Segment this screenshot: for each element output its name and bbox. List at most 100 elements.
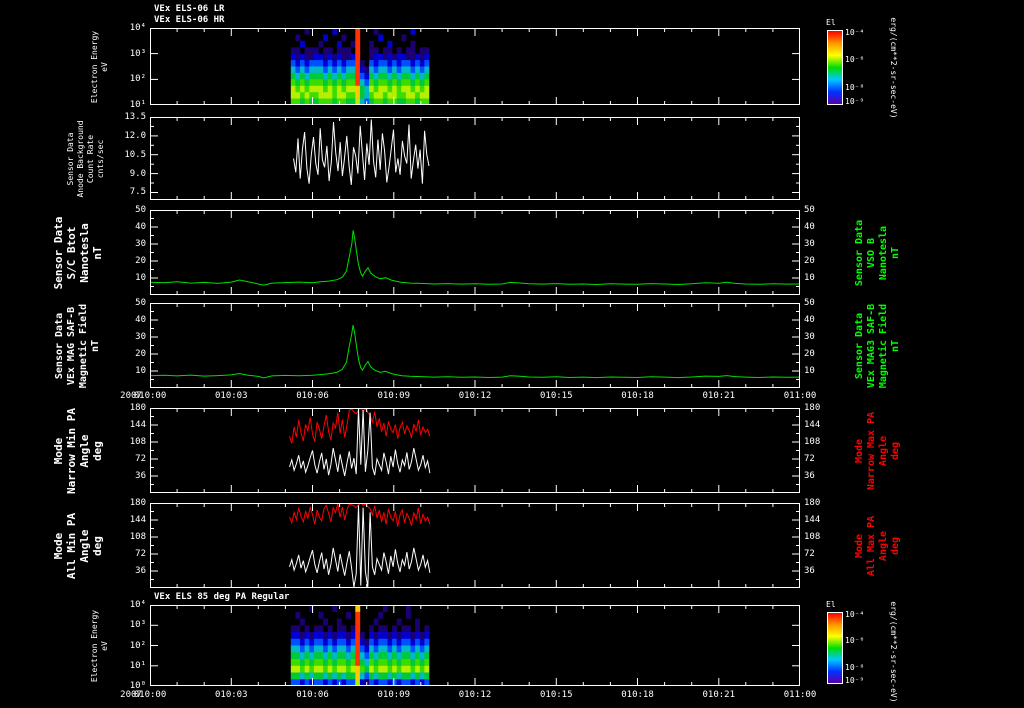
- y-tick-label: 36: [135, 566, 146, 576]
- series-all-min-pa: [289, 505, 431, 588]
- y-tick-label-right: 108: [804, 532, 821, 542]
- els-lr-spectrogram-plot: [150, 28, 800, 105]
- vex-mag-left-axis-label: Sensor Data VEx MAG SAF-B Magnetic Field nT: [54, 303, 101, 388]
- y-tick-label-right: 36: [804, 471, 815, 481]
- y-tick-label-right: 50: [804, 298, 815, 308]
- panel-frame: [150, 303, 800, 388]
- colorbar-unit-label: erg/(cm**2-sr-sec-eV): [889, 17, 898, 119]
- time-tick-label: 010:18: [621, 690, 654, 700]
- time-tick-label: 010:00: [133, 391, 167, 401]
- y-tick-label: 10⁴: [129, 600, 146, 610]
- y-tick-label: 10²: [129, 74, 146, 85]
- axis-ticks: [150, 605, 800, 686]
- y-tick-label: 72: [135, 454, 146, 464]
- pa-narrow-left-axis-label: Mode Narrow Min PA Angle deg: [52, 407, 104, 494]
- axis-ticks: [150, 408, 800, 493]
- y-tick-label: 36: [135, 471, 146, 481]
- panel-pa-all: [150, 503, 800, 588]
- colorbar-tick-label: 10⁻⁸: [845, 662, 865, 672]
- time-tick-label: 010:12: [458, 391, 492, 401]
- sc-btot-right-axis-label: Sensor Data VSO B Nanotesla nT: [854, 219, 901, 286]
- y-tick-label: 30: [135, 332, 146, 342]
- anode-count-rate-left-axis-label: Sensor Data Anode Background Count Rate cnt…: [66, 119, 105, 198]
- y-tick-label: 108: [129, 532, 146, 542]
- panel-frame: [150, 503, 800, 588]
- y-tick-label: 10⁰: [129, 681, 146, 691]
- colorbar-title: El: [826, 18, 836, 27]
- y-tick-label-right: 30: [804, 332, 815, 342]
- panel-frame: [150, 28, 800, 105]
- panel-els-lr-spectrogram: [150, 28, 800, 105]
- year-label: 2007: [120, 690, 142, 700]
- panel-frame: [150, 408, 800, 493]
- time-tick-label: 010:15: [539, 391, 573, 401]
- colorbar-tick-label: 10⁻⁹: [845, 675, 865, 685]
- y-tick-label: 40: [135, 222, 146, 232]
- pa-all-left-axis-label: Mode All Min PA Angle deg: [52, 512, 104, 579]
- time-tick-label: 010:06: [296, 690, 329, 700]
- panel-sc-btot: [150, 210, 800, 295]
- y-tick-label: 10¹: [129, 660, 146, 671]
- year-label: 2007: [120, 391, 142, 401]
- panel7-title: VEx ELS 85 deg PA Regular: [154, 592, 290, 602]
- y-tick-label: 13.5: [124, 112, 146, 122]
- series-narrow-min-pa: [289, 408, 431, 477]
- y-tick-label-right: 20: [804, 349, 815, 359]
- panel-anode-count-rate: [150, 117, 800, 200]
- plot-title-line2: VEx ELS-06 HR: [154, 15, 225, 25]
- time-tick-label: 010:03: [214, 690, 248, 700]
- panel-els-85deg-spectrogram: [150, 605, 800, 686]
- panel-frame: [150, 210, 800, 295]
- y-tick-label: 144: [129, 420, 146, 430]
- panel-vex-mag: [150, 303, 800, 388]
- colorbar-tick-label: 10⁻⁹: [845, 96, 865, 106]
- y-tick-label: 9.0: [129, 168, 146, 179]
- axis-ticks: [150, 210, 800, 295]
- y-tick-label: 180: [129, 498, 146, 508]
- axis-ticks: [150, 28, 800, 105]
- time-tick-label: 011:00: [783, 690, 817, 700]
- y-tick-label: 50: [135, 298, 146, 308]
- y-tick-label: 12.0: [124, 130, 146, 141]
- y-tick-label-right: 144: [804, 515, 821, 525]
- y-tick-label: 10²: [129, 640, 146, 651]
- colorbar-unit-label: erg/(cm**2-sr-sec-eV): [889, 601, 898, 703]
- panel-frame: [150, 605, 800, 686]
- axis-ticks: [150, 503, 800, 588]
- y-tick-label: 20: [135, 349, 146, 359]
- pa-all-right-axis-label: Mode All Max PA Angle deg: [854, 515, 901, 576]
- time-tick-label: 010:06: [296, 391, 329, 401]
- y-tick-label: 40: [135, 315, 146, 325]
- y-tick-label-right: 40: [804, 222, 815, 232]
- y-tick-label: 144: [129, 515, 146, 525]
- panel-frame: [150, 117, 800, 200]
- y-tick-label: 108: [129, 437, 146, 447]
- y-tick-label: 30: [135, 239, 146, 249]
- sc-btot-plot: [150, 210, 800, 295]
- spectrogram-heatmap: [290, 605, 430, 686]
- colorbar-title: El: [826, 600, 836, 609]
- y-tick-label: 10: [135, 366, 146, 376]
- y-tick-label-right: 180: [804, 403, 821, 413]
- y-tick-label-right: 10: [804, 273, 815, 283]
- y-tick-label: 10.5: [124, 149, 146, 160]
- series-btot: [150, 230, 800, 286]
- y-tick-label: 180: [129, 403, 146, 413]
- axis-ticks: [150, 117, 800, 200]
- vex-mag-right-axis-label: Sensor Data VEx MAG3 SAF-B Magnetic Field n…: [854, 303, 901, 388]
- els-85deg-spectrogram-left-axis-label: Electron Energy eV: [90, 609, 109, 682]
- time-tick-label: 011:00: [783, 391, 817, 401]
- colorbar: [827, 30, 843, 105]
- y-tick-label-right: 40: [804, 315, 815, 325]
- y-tick-label-right: 20: [804, 256, 815, 266]
- series-mag-b: [150, 324, 800, 379]
- time-tick-label: 010:18: [621, 391, 654, 401]
- spectrogram-heatmap: [290, 28, 430, 105]
- y-tick-label: 10³: [129, 48, 146, 59]
- y-tick-label: 72: [135, 549, 146, 559]
- time-tick-label: 010:21: [702, 391, 735, 401]
- series-count-rate: [293, 119, 430, 185]
- els-85deg-spectrogram-plot: [150, 605, 800, 686]
- time-tick-label: 010:12: [458, 690, 492, 700]
